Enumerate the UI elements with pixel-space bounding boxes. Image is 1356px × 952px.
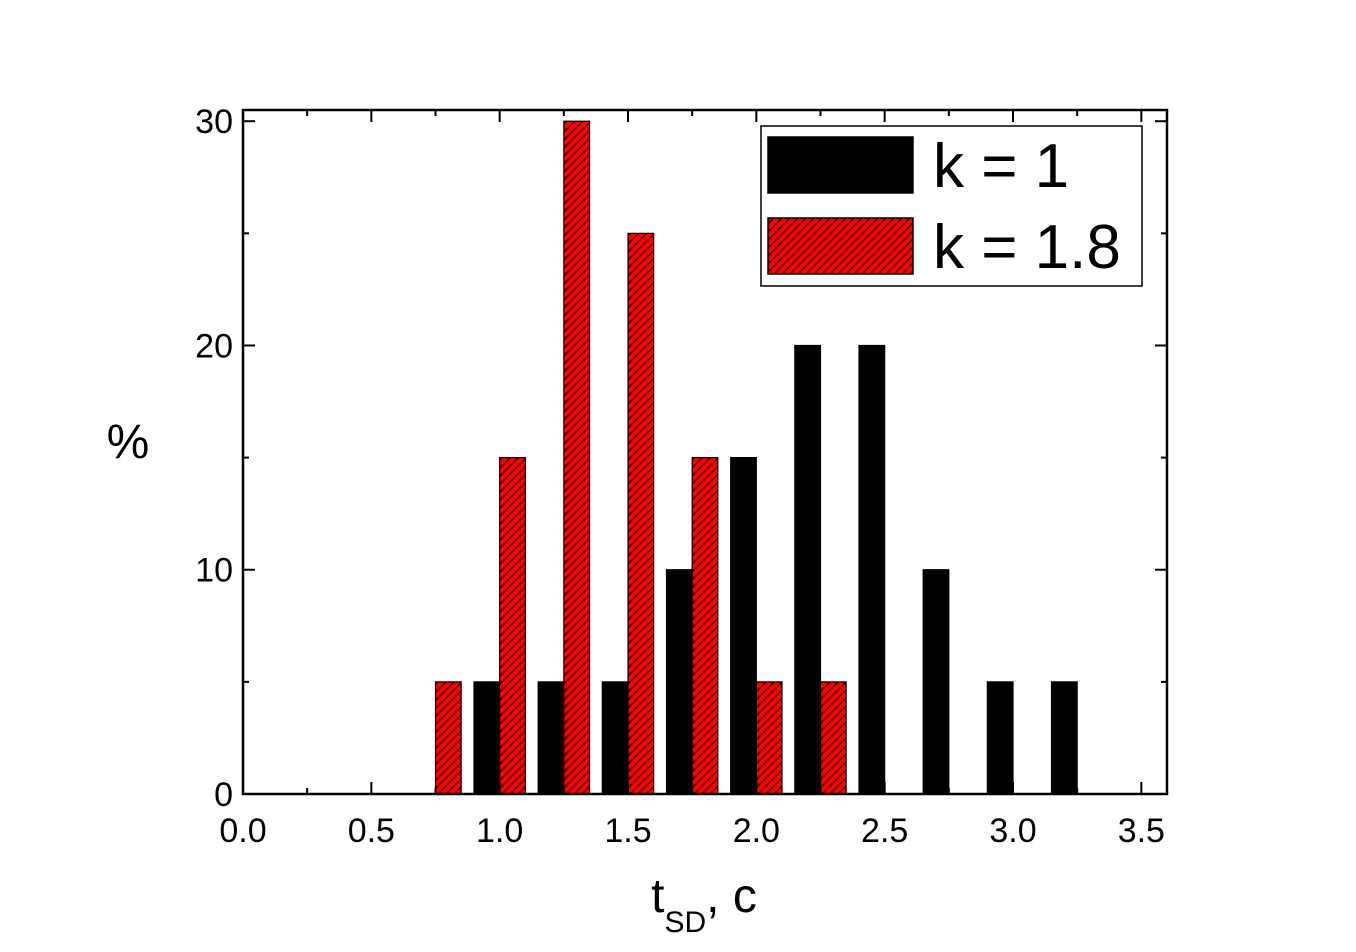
legend-swatch-2 — [767, 217, 914, 275]
x-tick-label: 1.5 — [604, 812, 651, 850]
x-tick-label: 3.0 — [989, 812, 1036, 850]
ticks-group: 0.0 0.5 1.0 1.5 2.0 2.5 3.0 3.5 0 10 20 30 — [195, 103, 1167, 850]
bar-series-1-3 — [601, 681, 629, 795]
bar-series-2-4 — [627, 232, 655, 795]
bar-series-2-6 — [755, 681, 783, 795]
x-axis-title-main: t — [651, 870, 664, 923]
bar-series-2-3 — [563, 120, 591, 795]
bar-series-2-5 — [691, 457, 719, 795]
bar-series-2-7 — [819, 681, 847, 795]
bar-series-1-2 — [537, 681, 565, 795]
bar-series-1-8 — [922, 569, 950, 795]
bar-series-2-1 — [434, 681, 462, 795]
bar-series-1-5 — [730, 457, 757, 795]
legend-swatch-1 — [767, 136, 914, 194]
bar-series-1-9 — [986, 681, 1014, 795]
bar-series-1-7 — [858, 344, 886, 795]
legend-label-2: k = 1.8 — [933, 213, 1121, 282]
x-tick-label: 3.5 — [1118, 812, 1165, 850]
y-tick-label: 30 — [195, 103, 233, 141]
bars-group — [434, 120, 1078, 795]
bar-series-1-1 — [473, 681, 501, 795]
legend: k = 1 k = 1.8 — [760, 125, 1143, 287]
y-axis-title: % — [107, 416, 150, 469]
y-tick-label: 20 — [195, 327, 233, 365]
plot-frame — [241, 108, 1169, 796]
bar-series-2-2 — [499, 457, 526, 795]
bar-series-1-6 — [794, 344, 822, 795]
bar-series-1-4 — [665, 569, 693, 795]
x-axis-title-sub: SD — [664, 906, 706, 939]
x-tick-label: 0.5 — [348, 812, 395, 850]
x-tick-label: 0.0 — [219, 812, 266, 850]
y-tick-label: 0 — [214, 776, 233, 814]
bar-series-1-10 — [1050, 681, 1078, 795]
x-tick-label: 2.5 — [861, 812, 908, 850]
legend-label-1: k = 1 — [933, 132, 1069, 201]
y-tick-label: 10 — [195, 552, 233, 590]
x-axis-title-suffix: , c — [706, 870, 757, 923]
x-tick-label: 2.0 — [733, 812, 780, 850]
x-axis-title: tSD, c — [651, 870, 757, 939]
x-tick-label: 1.0 — [476, 812, 523, 850]
